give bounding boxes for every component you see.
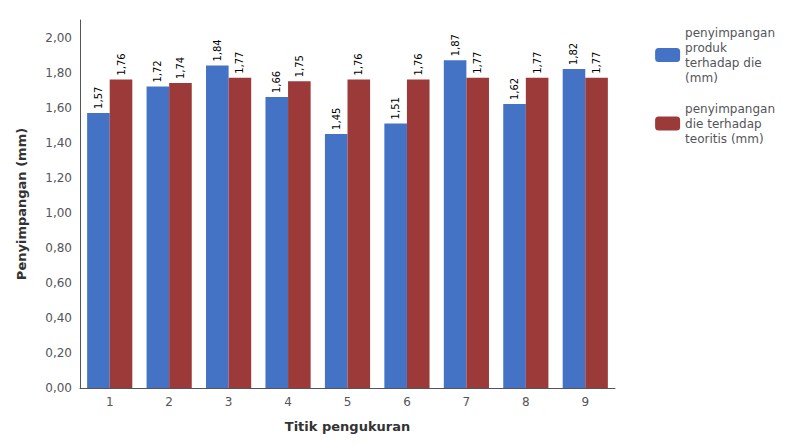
svg-text:2,00: 2,00 [45, 31, 72, 45]
svg-text:1,66: 1,66 [271, 71, 282, 93]
svg-text:0,60: 0,60 [45, 276, 72, 290]
svg-text:1: 1 [106, 395, 114, 409]
svg-text:9: 9 [581, 395, 589, 409]
svg-text:0,80: 0,80 [45, 241, 72, 255]
svg-text:6: 6 [403, 395, 411, 409]
svg-text:1,20: 1,20 [45, 171, 72, 185]
svg-text:1,62: 1,62 [509, 78, 520, 100]
svg-text:3: 3 [225, 395, 233, 409]
svg-text:Titik pengukuran: Titik pengukuran [285, 419, 410, 434]
svg-text:1,87: 1,87 [450, 34, 461, 56]
svg-text:1,75: 1,75 [294, 55, 305, 77]
svg-text:1,77: 1,77 [532, 52, 543, 74]
svg-text:penyimpangan: penyimpangan [685, 26, 775, 40]
svg-text:Penyimpangan (mm): Penyimpangan (mm) [14, 128, 29, 280]
svg-text:1,77: 1,77 [234, 52, 245, 74]
svg-text:0,40: 0,40 [45, 311, 72, 325]
svg-text:penyimpangan: penyimpangan [685, 102, 775, 116]
svg-text:die terhadap: die terhadap [685, 117, 762, 131]
svg-text:teoritis (mm): teoritis (mm) [685, 132, 764, 146]
svg-text:terhadap die: terhadap die [685, 56, 762, 70]
svg-text:0,20: 0,20 [45, 346, 72, 360]
svg-text:0,00: 0,00 [45, 381, 72, 395]
svg-text:1,76: 1,76 [116, 53, 127, 75]
svg-text:1,45: 1,45 [331, 108, 342, 130]
svg-text:1,72: 1,72 [152, 60, 163, 82]
svg-text:(mm): (mm) [685, 71, 718, 85]
svg-text:5: 5 [344, 395, 352, 409]
svg-text:1,76: 1,76 [413, 53, 424, 75]
svg-text:1,57: 1,57 [93, 87, 104, 109]
svg-text:1,77: 1,77 [472, 52, 483, 74]
svg-text:1,80: 1,80 [45, 66, 72, 80]
svg-text:1,77: 1,77 [591, 52, 602, 74]
svg-text:1,00: 1,00 [45, 206, 72, 220]
svg-text:1,74: 1,74 [175, 57, 186, 79]
svg-text:1,84: 1,84 [212, 39, 223, 61]
svg-text:1,40: 1,40 [45, 136, 72, 150]
svg-text:1,82: 1,82 [568, 43, 579, 65]
svg-text:1,60: 1,60 [45, 101, 72, 115]
svg-text:1,51: 1,51 [390, 97, 401, 119]
svg-text:produk: produk [685, 41, 727, 55]
svg-text:1,76: 1,76 [353, 53, 364, 75]
svg-text:4: 4 [284, 395, 292, 409]
svg-text:7: 7 [463, 395, 471, 409]
svg-text:2: 2 [165, 395, 173, 409]
svg-text:8: 8 [522, 395, 530, 409]
